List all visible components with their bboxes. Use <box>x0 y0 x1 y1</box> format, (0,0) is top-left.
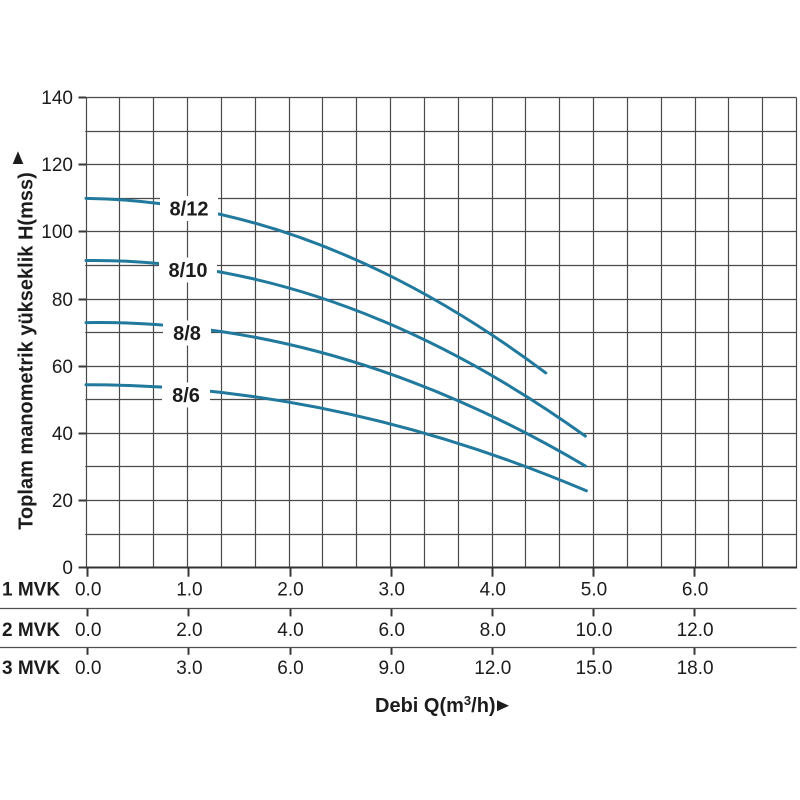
svg-text:2.0: 2.0 <box>176 620 202 641</box>
svg-text:15.0: 15.0 <box>576 658 613 679</box>
svg-text:3.0: 3.0 <box>176 658 202 679</box>
svg-text:6.0: 6.0 <box>682 580 708 601</box>
svg-text:140: 140 <box>41 88 73 109</box>
svg-text:8/8: 8/8 <box>173 323 201 345</box>
svg-text:4.0: 4.0 <box>277 620 303 641</box>
svg-text:3 MVK: 3 MVK <box>2 658 60 679</box>
svg-text:8.0: 8.0 <box>480 620 506 641</box>
svg-text:Toplam manometrik yükseklik H(: Toplam manometrik yükseklik H(mss) <box>16 172 38 530</box>
svg-text:18.0: 18.0 <box>677 658 714 679</box>
svg-text:100: 100 <box>41 222 73 243</box>
svg-text:2.0: 2.0 <box>277 580 303 601</box>
svg-text:6.0: 6.0 <box>277 658 303 679</box>
svg-text:0.0: 0.0 <box>75 580 101 601</box>
svg-text:1 MVK: 1 MVK <box>2 580 60 601</box>
svg-text:8/6: 8/6 <box>172 385 200 407</box>
svg-text:60: 60 <box>52 357 73 378</box>
svg-text:0: 0 <box>62 558 73 579</box>
svg-text:20: 20 <box>52 491 73 512</box>
svg-text:2 MVK: 2 MVK <box>2 620 60 641</box>
svg-text:4.0: 4.0 <box>480 580 506 601</box>
svg-text:1.0: 1.0 <box>176 580 202 601</box>
svg-text:80: 80 <box>52 290 73 311</box>
svg-text:Debi Q(m3/h): Debi Q(m3/h) <box>375 693 496 717</box>
svg-text:6.0: 6.0 <box>378 620 404 641</box>
svg-text:9.0: 9.0 <box>378 658 404 679</box>
svg-text:10.0: 10.0 <box>576 620 613 641</box>
svg-text:0.0: 0.0 <box>75 620 101 641</box>
svg-text:12.0: 12.0 <box>474 658 511 679</box>
svg-text:8/12: 8/12 <box>170 199 209 221</box>
svg-text:0.0: 0.0 <box>75 658 101 679</box>
svg-text:120: 120 <box>41 155 73 176</box>
svg-text:12.0: 12.0 <box>677 620 714 641</box>
svg-text:40: 40 <box>52 424 73 445</box>
svg-text:5.0: 5.0 <box>581 580 607 601</box>
svg-text:8/10: 8/10 <box>169 260 208 282</box>
svg-text:3.0: 3.0 <box>378 580 404 601</box>
